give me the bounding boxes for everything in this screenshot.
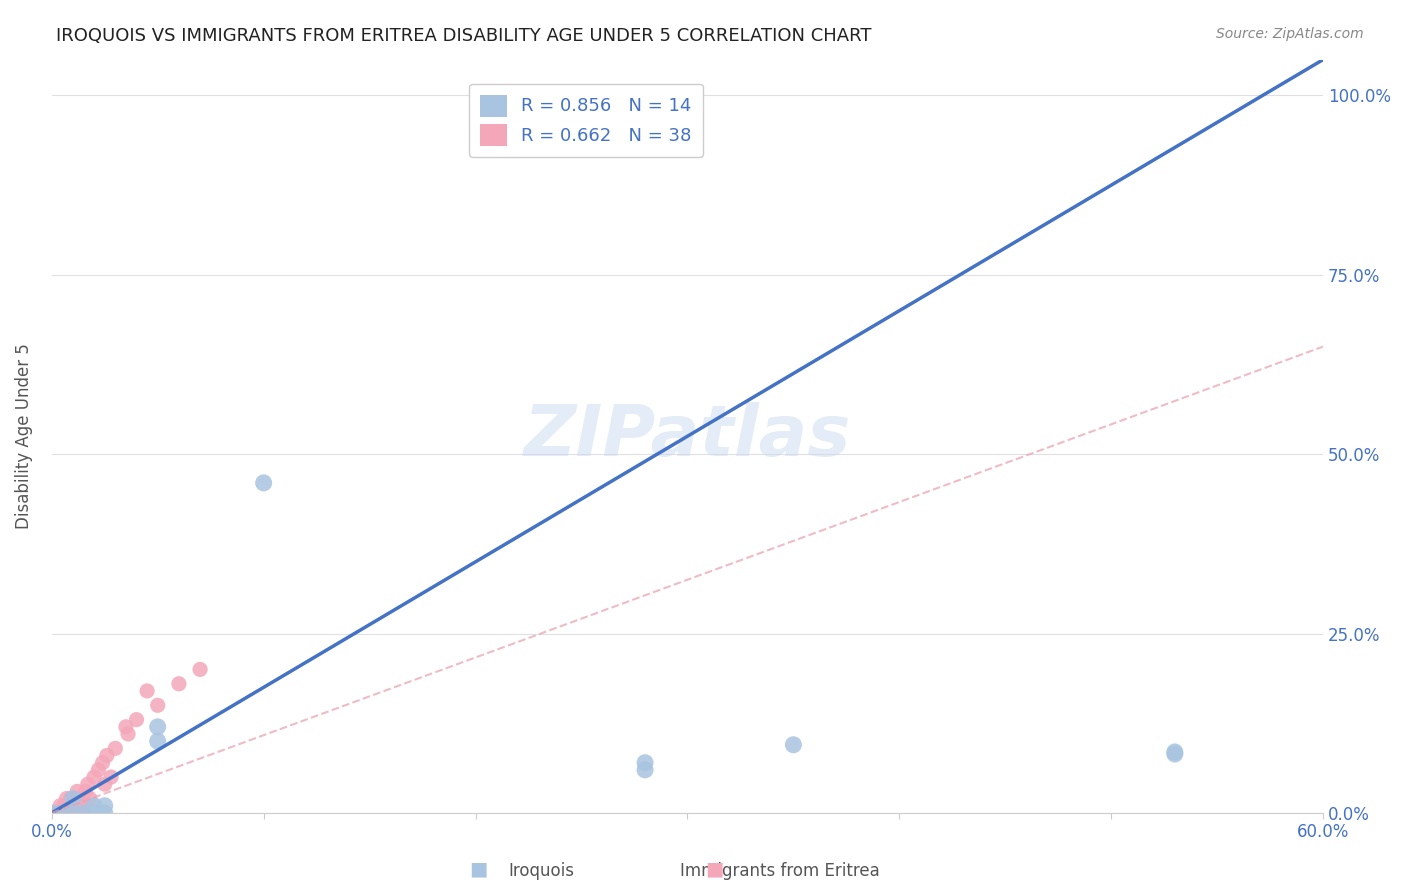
Point: [79, 791, 101, 805]
Point: [51, 805, 73, 820]
Legend: R = 0.856   N = 14, R = 0.662   N = 38: R = 0.856 N = 14, R = 0.662 N = 38: [470, 84, 703, 157]
Point: [41, 805, 63, 820]
Point: [146, 720, 169, 734]
Point: [634, 756, 657, 770]
Point: [146, 698, 169, 713]
Point: [55, 791, 77, 805]
Text: ■: ■: [704, 859, 724, 878]
Text: ZIPatlas: ZIPatlas: [524, 401, 851, 471]
Point: [45, 805, 67, 820]
Point: [104, 741, 127, 756]
Point: [66, 784, 89, 798]
Point: [53, 805, 76, 820]
Point: [96, 748, 118, 763]
Point: [67, 791, 90, 805]
Point: [91, 756, 114, 770]
Point: [253, 475, 276, 490]
Point: [59, 791, 82, 805]
Point: [115, 720, 138, 734]
Point: [93, 798, 115, 813]
Point: [58, 805, 80, 820]
Point: [70, 798, 93, 813]
Point: [83, 770, 105, 784]
Point: [55, 805, 77, 820]
Point: [53, 798, 76, 813]
Point: [62, 798, 84, 813]
Point: [62, 791, 84, 805]
Point: [62, 805, 84, 820]
Point: [634, 763, 657, 777]
Point: [72, 805, 94, 820]
Point: [100, 770, 122, 784]
Point: [46, 805, 69, 820]
Point: [136, 684, 159, 698]
Point: [1164, 745, 1187, 759]
Text: Source: ZipAtlas.com: Source: ZipAtlas.com: [1216, 27, 1364, 41]
Point: [49, 798, 72, 813]
Text: IROQUOIS VS IMMIGRANTS FROM ERITREA DISABILITY AGE UNDER 5 CORRELATION CHART: IROQUOIS VS IMMIGRANTS FROM ERITREA DISA…: [56, 27, 872, 45]
Point: [146, 734, 169, 748]
Y-axis label: Disability Age Under 5: Disability Age Under 5: [15, 343, 32, 529]
Point: [41, 805, 63, 820]
Point: [62, 805, 84, 820]
Point: [75, 784, 97, 798]
Point: [63, 805, 86, 820]
Point: [83, 805, 105, 820]
Point: [93, 777, 115, 791]
Point: [51, 805, 73, 820]
Point: [76, 777, 98, 791]
Text: ■: ■: [468, 859, 488, 878]
Point: [59, 805, 82, 820]
Point: [58, 798, 80, 813]
Point: [167, 677, 190, 691]
Point: [1164, 747, 1187, 761]
Point: [188, 662, 211, 676]
Point: [87, 763, 110, 777]
Point: [63, 791, 86, 805]
Point: [117, 727, 139, 741]
Point: [83, 798, 105, 813]
Point: [125, 713, 148, 727]
Point: [72, 805, 94, 820]
Point: [93, 805, 115, 820]
Text: Immigrants from Eritrea: Immigrants from Eritrea: [681, 862, 880, 880]
Point: [782, 738, 804, 752]
Text: Iroquois: Iroquois: [509, 862, 574, 880]
